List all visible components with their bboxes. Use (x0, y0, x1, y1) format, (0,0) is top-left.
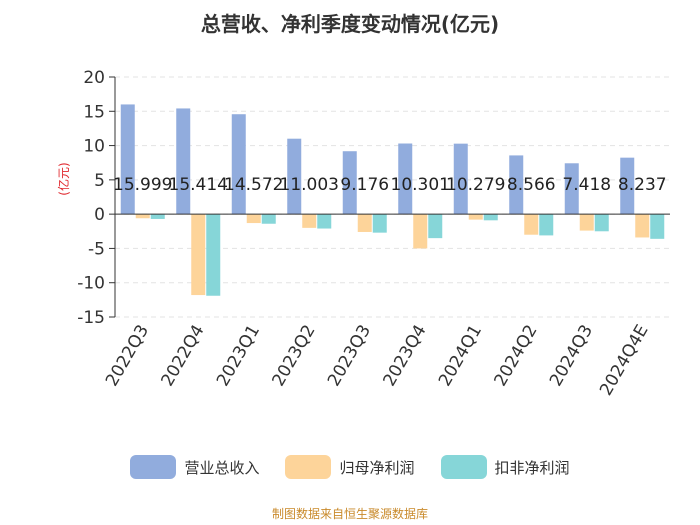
legend-item-net-profit[interactable]: 归母净利润 (285, 455, 415, 479)
bar-net-profit (135, 214, 150, 219)
x-tick-label: 2024Q2 (491, 322, 542, 390)
bar-revenue (453, 143, 468, 215)
y-tick-label: 10 (83, 137, 105, 157)
data-label-revenue: 7.418 (562, 175, 611, 195)
bar-revenue (287, 138, 302, 215)
bar-revenue (176, 108, 191, 215)
bar-net-profit (191, 214, 206, 296)
legend-swatch-deducted-profit (440, 455, 487, 479)
x-tick-label: 2023Q4 (380, 322, 431, 390)
legend: 营业总收入 归母净利润 扣非净利润 (0, 455, 700, 479)
bar-net-profit (302, 214, 317, 228)
bar-deducted-profit (650, 214, 665, 239)
y-tick-label: -5 (88, 239, 105, 259)
x-tick-label: 2023Q2 (269, 322, 320, 390)
bar-deducted-profit (317, 214, 332, 229)
bar-revenue (231, 114, 246, 215)
bar-deducted-profit (428, 214, 443, 239)
bar-net-profit (579, 214, 594, 231)
y-axis-label: (亿元) (56, 162, 71, 195)
bar-net-profit (524, 214, 539, 235)
bar-net-profit (413, 214, 428, 249)
legend-label-deducted-profit: 扣非净利润 (494, 458, 570, 477)
y-tick-label: 20 (83, 68, 105, 88)
bar-net-profit (246, 214, 261, 224)
x-tick-label: 2024Q3 (546, 322, 597, 390)
legend-label-revenue: 营业总收入 (184, 458, 260, 477)
bar-revenue (564, 163, 579, 215)
bar-net-profit (357, 214, 372, 232)
y-tick-label: 0 (94, 205, 105, 225)
data-label-revenue: 11.003 (280, 175, 339, 195)
y-tick-label: 15 (83, 102, 105, 122)
legend-item-deducted-profit[interactable]: 扣非净利润 (440, 455, 570, 479)
y-tick-label: -10 (77, 274, 105, 294)
y-tick-label: 5 (94, 171, 105, 191)
data-label-revenue: 10.279 (446, 175, 505, 195)
bar-net-profit (635, 214, 650, 238)
bar-deducted-profit (206, 214, 221, 296)
legend-swatch-net-profit (285, 455, 332, 479)
data-label-revenue: 8.237 (618, 175, 667, 195)
x-tick-label: 2023Q1 (213, 322, 264, 390)
bar-revenue (398, 143, 413, 215)
bar-deducted-profit (261, 214, 276, 224)
x-tick-label: 2024Q1 (435, 322, 486, 390)
bar-revenue (342, 151, 357, 215)
data-label-revenue: 8.566 (507, 175, 556, 195)
bar-revenue (509, 155, 524, 215)
data-label-revenue: 14.572 (224, 175, 283, 195)
bar-deducted-profit (483, 214, 498, 221)
legend-label-net-profit: 归母净利润 (339, 458, 415, 477)
bar-net-profit (468, 214, 483, 220)
y-tick-label: -15 (77, 308, 105, 328)
data-label-revenue: 15.999 (113, 175, 172, 195)
data-label-revenue: 15.414 (169, 175, 228, 195)
bar-deducted-profit (150, 214, 165, 219)
legend-swatch-revenue (130, 455, 177, 479)
x-tick-label: 2022Q4 (158, 322, 209, 390)
data-label-revenue: 10.301 (391, 175, 450, 195)
chart-title: 总营收、净利季度变动情况(亿元) (200, 12, 500, 36)
bar-revenue (120, 104, 135, 215)
x-tick-label: 2023Q3 (324, 322, 375, 390)
x-tick-label: 2022Q3 (102, 322, 153, 390)
bar-revenue (620, 157, 635, 215)
data-label-revenue: 9.176 (340, 175, 389, 195)
legend-item-revenue[interactable]: 营业总收入 (130, 455, 259, 479)
x-tick-label: 2024Q4E (596, 322, 652, 400)
bar-deducted-profit (594, 214, 609, 232)
source-note: 制图数据来自恒生聚源数据库 (271, 507, 428, 521)
bar-deducted-profit (539, 214, 554, 236)
bar-deducted-profit (372, 214, 387, 233)
